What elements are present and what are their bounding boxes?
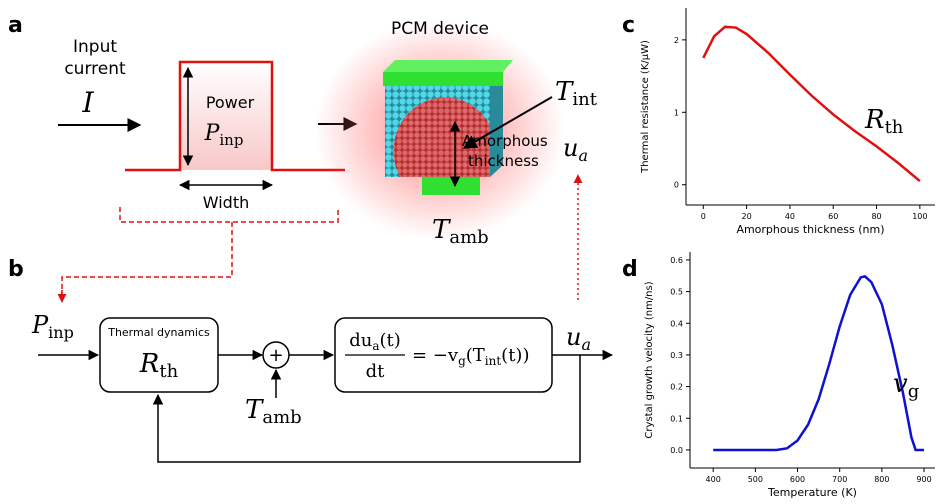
pulse-fill	[180, 62, 272, 170]
u-a: ua	[563, 134, 588, 165]
t-int: Tint	[555, 77, 598, 110]
x-tick-label: 20	[742, 212, 752, 221]
input-label: current	[64, 59, 126, 79]
curve-label: Rth	[864, 105, 904, 138]
dashed-link	[62, 207, 338, 298]
pulse-width: Width	[203, 193, 249, 212]
curve-label-symbol: R	[864, 105, 885, 135]
bottom-electrode	[422, 177, 480, 195]
top-electrode	[383, 72, 503, 86]
thermal-box-symbol: Rth	[139, 349, 179, 382]
y-tick-label: 0.3	[670, 351, 683, 360]
x-tick-label: 800	[874, 475, 889, 484]
y-tick-label: 1	[674, 108, 679, 117]
x-tick-label: 600	[790, 475, 805, 484]
sum-sign: +	[268, 345, 283, 366]
x-tick-label: 700	[832, 475, 847, 484]
x-axis-label: Temperature (K)	[767, 486, 857, 499]
curve-label-subscript: th	[885, 117, 904, 138]
curve-label-symbol: v	[893, 369, 908, 399]
amorphous-label: thickness	[468, 152, 539, 170]
curve-label: vg	[893, 369, 919, 402]
top-electrode	[383, 60, 513, 72]
curve	[713, 276, 924, 450]
y-tick-label: 0.2	[670, 383, 683, 392]
t-amb: Tamb	[245, 395, 302, 428]
x-axis-label: Amorphous thickness (nm)	[736, 223, 884, 236]
y-tick-label: 0.1	[670, 414, 683, 423]
input-label: Input	[73, 37, 117, 57]
y-tick-label: 0.5	[670, 288, 683, 297]
y-tick-label: 0.4	[670, 319, 683, 328]
y-tick-label: 0.0	[670, 446, 683, 455]
block-input: Pinp	[31, 311, 74, 342]
x-tick-label: 500	[748, 475, 763, 484]
x-tick-label: 400	[706, 475, 721, 484]
panel-label: d	[622, 257, 638, 282]
x-tick-label: 40	[785, 212, 795, 221]
pulse-power: Power	[206, 93, 255, 112]
device-title: PCM device	[391, 19, 489, 39]
panel-label: b	[8, 257, 24, 282]
input-symbol: I	[81, 86, 94, 119]
y-tick-label: 0.6	[670, 256, 683, 265]
y-axis-label: Crystal growth velocity (nm/ns)	[644, 281, 655, 438]
output: ua	[566, 323, 591, 354]
y-axis-label: Thermal resistance (K/μW)	[640, 40, 651, 174]
x-tick-label: 80	[871, 212, 881, 221]
panel-label: a	[8, 13, 23, 38]
x-tick-label: 100	[912, 212, 927, 221]
x-tick-label: 0	[701, 212, 706, 221]
x-tick-label: 60	[828, 212, 838, 221]
equation-rhs: = −vg(Tint(t))	[412, 345, 529, 368]
x-tick-label: 900	[916, 475, 931, 484]
figure: a b c d Input current I Power Pinp Width…	[0, 0, 938, 504]
panel-label: c	[622, 13, 635, 38]
thermal-box-title: Thermal dynamics	[107, 326, 210, 339]
y-tick-label: 2	[674, 36, 679, 45]
amorphous-label: Amorphous	[462, 132, 548, 150]
curve-label-subscript: g	[908, 381, 920, 402]
equation-denominator: dt	[366, 361, 386, 382]
equation-numerator: dua(t)	[349, 330, 401, 353]
curve	[703, 27, 920, 181]
y-tick-label: 0	[674, 181, 679, 190]
